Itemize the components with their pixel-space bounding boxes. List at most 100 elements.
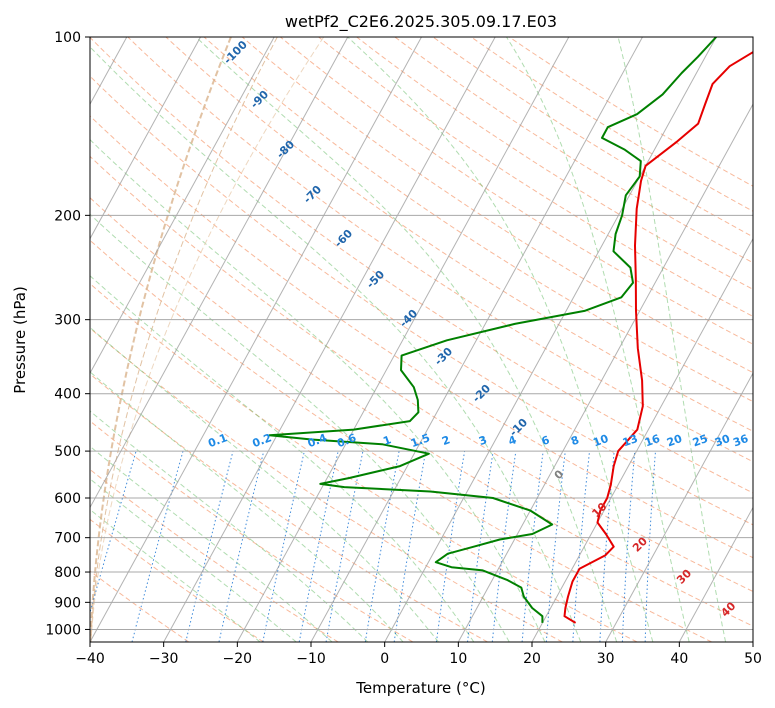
- y-tick-label: 800: [54, 565, 81, 581]
- moist-adiabat: [195, 37, 618, 642]
- x-axis-title: Temperature (°C): [355, 679, 485, 697]
- moist-adiabat: [617, 37, 727, 642]
- dry-adiabat: [241, 37, 753, 374]
- isotherm: [605, 372, 753, 642]
- y-tick-label: 500: [54, 444, 81, 460]
- dry-adiabat-label: -100: [221, 38, 250, 67]
- isotherm: [678, 506, 753, 642]
- y-tick-label: 900: [54, 595, 81, 611]
- dry-adiabat: [356, 37, 753, 290]
- dry-adiabat: [90, 282, 638, 642]
- mixing-ratio-line: [491, 451, 517, 642]
- mixing-ratio-line: [90, 450, 137, 615]
- mixing-ratio-label: 1: [381, 433, 393, 448]
- isotherm: [752, 640, 753, 642]
- mixing-ratio-label: 3: [477, 433, 489, 448]
- moist-adiabat: [90, 478, 297, 642]
- isotherm: [531, 237, 753, 642]
- background-lines: [90, 37, 753, 642]
- x-tick-label: −40: [75, 651, 105, 667]
- mixing-ratio-line: [545, 451, 566, 642]
- moist-adiabat: [506, 37, 690, 642]
- isotherm: [90, 37, 422, 642]
- moist-adiabat: [90, 410, 369, 642]
- dry-adiabat-label: -20: [470, 382, 493, 405]
- moist-adiabat: [90, 326, 439, 642]
- mixing-ratio-line: [393, 451, 427, 642]
- dry-adiabat: [90, 197, 753, 627]
- y-tick-label: 700: [54, 531, 81, 547]
- mixing-ratio-label: 25: [691, 432, 710, 449]
- reference-arc: [90, 37, 325, 642]
- x-tick-label: 0: [380, 651, 389, 667]
- dry-adiabat-label: -70: [301, 183, 324, 206]
- x-tick-label: 50: [744, 651, 762, 667]
- moist-adiabat: [90, 371, 404, 642]
- moist-adiabat-label: 0: [552, 467, 567, 482]
- mixing-ratio-label: 6: [540, 433, 552, 448]
- y-tick-label: 200: [54, 208, 81, 224]
- dry-adiabat: [165, 37, 753, 432]
- mixing-ratio-label: 10: [591, 432, 610, 450]
- mixing-ratio-line: [262, 450, 305, 642]
- isopleth-labels: -100-90-80-70-60-50-40-30-20-100.1 0.2 0.4…: [206, 38, 750, 620]
- reference-arc: [90, 37, 278, 642]
- dry-adiabat-label: -30: [432, 345, 455, 368]
- moist-adiabat: [90, 213, 510, 642]
- dry-adiabat: [90, 373, 488, 642]
- y-tick-label: 300: [54, 313, 81, 329]
- dry-adiabat: [90, 115, 753, 559]
- x-tick-label: 10: [449, 651, 467, 667]
- dry-adiabat-label: -40: [397, 307, 420, 330]
- moist-adiabat-label: 30: [674, 567, 694, 587]
- dry-adiabat: [509, 37, 753, 187]
- dry-adiabat: [90, 75, 753, 526]
- dewpoint-line: [268, 37, 717, 623]
- y-axis-title: Pressure (hPa): [11, 286, 29, 394]
- dry-adiabat: [90, 239, 712, 642]
- mixing-ratio-label: 8: [569, 433, 581, 448]
- mixing-ratio-label: 0.1: [206, 431, 229, 450]
- mixing-ratio-label: 0.6: [335, 431, 358, 450]
- dry-adiabat: [90, 155, 753, 593]
- moist-adiabat: [90, 46, 582, 642]
- grid: [90, 37, 753, 642]
- isotherm: [236, 37, 570, 642]
- mixing-ratio-line: [218, 450, 265, 642]
- x-tick-label: −30: [149, 651, 179, 667]
- y-tick-label: 100: [54, 30, 81, 46]
- isotherm: [310, 37, 643, 642]
- dry-adiabat: [90, 327, 563, 642]
- isotherm: [457, 103, 753, 642]
- isotherm: [384, 37, 717, 642]
- x-tick-label: −20: [223, 651, 253, 667]
- dry-adiabat-label: -60: [332, 227, 355, 250]
- x-tick-label: 20: [523, 651, 541, 667]
- moist-adiabat: [90, 445, 333, 642]
- mixing-ratio-line: [185, 450, 234, 642]
- isotherm: [90, 37, 201, 240]
- reference-arc: [90, 37, 232, 642]
- dry-adiabat: [318, 37, 753, 318]
- y-tick-label: 400: [54, 387, 81, 403]
- mixing-ratio-label: 1.5: [409, 431, 432, 450]
- mixing-ratio-label: 0.2: [251, 431, 274, 450]
- plot-frame: [89, 36, 754, 643]
- mixing-ratio-label: 16: [643, 432, 662, 450]
- isotherm: [90, 37, 349, 509]
- x-tick-label: −10: [296, 651, 326, 667]
- x-tick-label: 40: [670, 651, 688, 667]
- dry-adiabat: [432, 37, 753, 238]
- dry-adiabat: [90, 518, 264, 642]
- mixing-ratio-label: 0.4: [306, 431, 329, 450]
- mixing-ratio-label: 20: [665, 432, 684, 450]
- mixing-ratio-line: [521, 451, 544, 642]
- dry-adiabat-label: -90: [248, 88, 271, 111]
- x-tick-label: 30: [597, 651, 615, 667]
- mixing-ratio-line: [572, 451, 590, 642]
- axis-ticks: −40 −30 −20 −10 0 10 20 30 40 5010020030040050060…: [45, 30, 762, 667]
- moist-adiabat: [90, 508, 261, 642]
- mixing-ratio-label: 2: [440, 433, 452, 448]
- profile-lines: [268, 37, 753, 624]
